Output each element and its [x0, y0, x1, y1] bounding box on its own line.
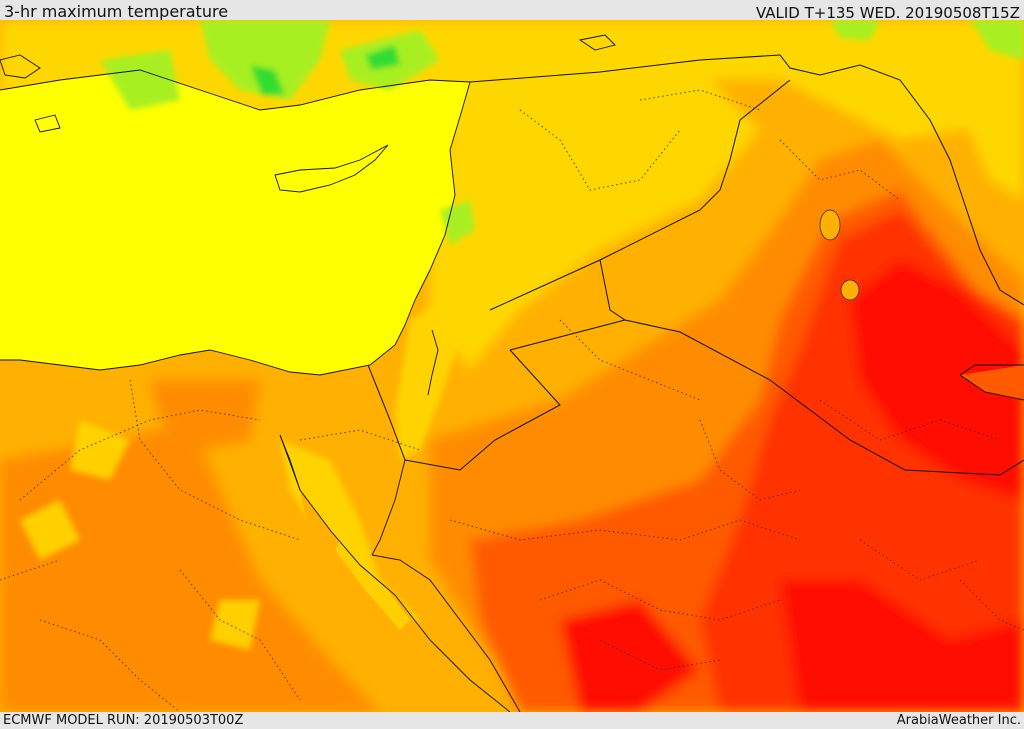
- model-run-label: ECMWF MODEL RUN: 20190503T00Z: [3, 713, 244, 728]
- lake-tharthar: [819, 209, 841, 241]
- lake-habbaniyah: [840, 279, 860, 301]
- temperature-map[interactable]: [0, 20, 1024, 712]
- mediterranean-sea: [0, 70, 470, 375]
- valid-time-label: VALID T+135 WED. 20190508T15Z: [755, 4, 1020, 22]
- persian-gulf: [960, 365, 1024, 400]
- country-borders: [367, 54, 1024, 476]
- map-header-bar: 3-hr maximum temperature VALID T+135 WED…: [0, 0, 1024, 22]
- red-sea-tint: [335, 540, 410, 630]
- map-canvas: [0, 20, 1024, 712]
- credit-label: ArabiaWeather Inc.: [896, 713, 1021, 728]
- province-boundaries: [0, 89, 1024, 712]
- map-footer-bar: ECMWF MODEL RUN: 20190503T00Z ArabiaWeat…: [0, 712, 1024, 729]
- map-title: 3-hr maximum temperature: [4, 2, 229, 21]
- red-sea: [300, 490, 510, 712]
- cool-highland-patches: [100, 20, 1024, 245]
- coastlines: [0, 34, 1024, 712]
